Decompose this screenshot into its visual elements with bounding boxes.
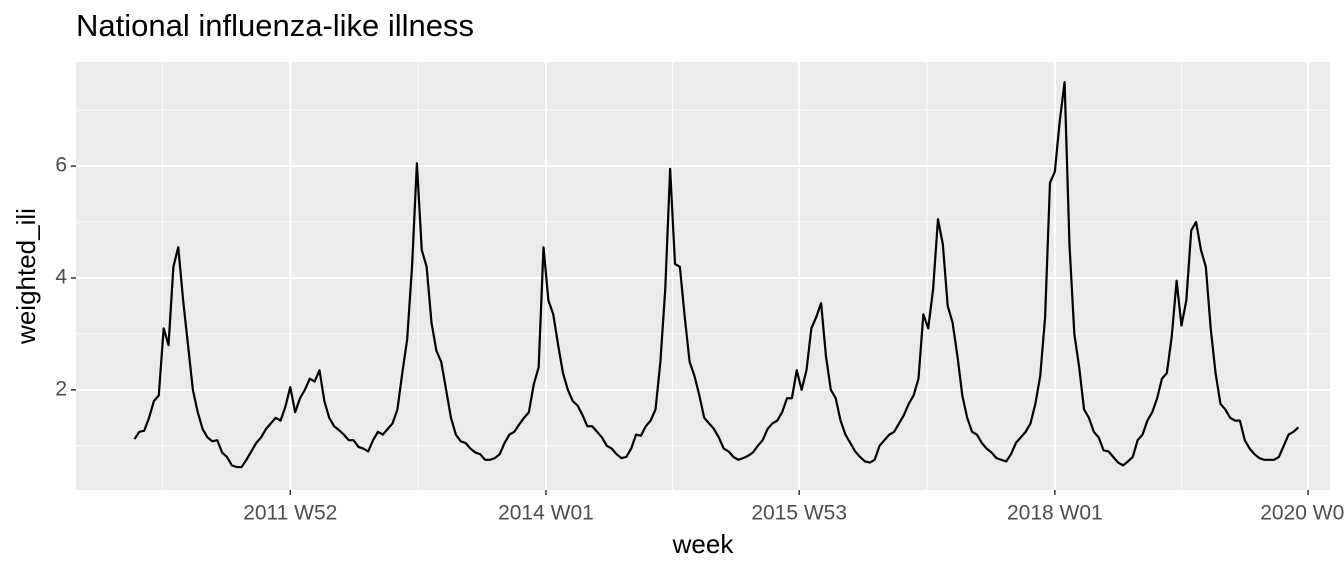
line: [133, 81, 1300, 469]
y-tick-label: 6: [55, 154, 67, 177]
x-tick-label: 2014 W01: [498, 502, 594, 525]
plot-panel: [76, 62, 1330, 490]
chart-title: National influenza-like illness: [76, 8, 474, 43]
axes: 2 4 6 2011 W52 2014 W01 2015 W53 2018 W01 2020 …: [55, 154, 1344, 525]
x-tick-label: 2020 W01: [1260, 502, 1344, 525]
y-tick-label: 2: [55, 377, 67, 400]
y-tick-label: 4: [55, 266, 67, 289]
x-tick-label: 2015 W53: [751, 502, 847, 525]
marks: [133, 81, 1300, 469]
x-tick-label: 2018 W01: [1007, 502, 1103, 525]
x-tick-label: 2011 W52: [243, 502, 337, 525]
x-axis-label: week: [672, 529, 735, 559]
y-axis-label: weighted_ili: [11, 208, 41, 345]
